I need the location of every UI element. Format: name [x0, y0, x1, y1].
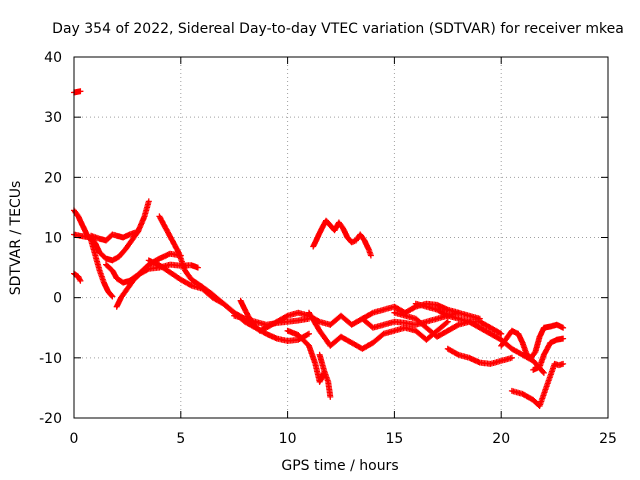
chart-title: Day 354 of 2022, Sidereal Day-to-day VTE…	[52, 21, 624, 37]
x-axis-label: GPS time / hours	[281, 458, 398, 474]
y-axis-label: SDTVAR / TECUs	[8, 181, 24, 296]
series-u	[498, 321, 567, 361]
series-n	[310, 217, 374, 259]
series-k	[237, 297, 334, 334]
y-tick-label: 0	[53, 291, 62, 307]
series-i-markers	[156, 213, 312, 344]
y-tick-label: -20	[39, 411, 62, 427]
series-w	[530, 335, 567, 373]
y-tick-label: 30	[44, 110, 62, 126]
y-tick-labels: -20 -10 0 10 20 30 40	[39, 50, 62, 427]
series-l-markers	[284, 327, 327, 385]
x-tick-label: 0	[70, 431, 79, 447]
series-m-markers	[316, 351, 334, 400]
series-e-markers	[88, 228, 142, 244]
series-w-markers	[530, 335, 567, 373]
x-tick-label: 25	[599, 431, 617, 447]
series-g-markers	[113, 261, 201, 310]
x-tick-label: 10	[279, 431, 297, 447]
series-t	[444, 345, 515, 367]
series-l	[284, 327, 327, 385]
series-m	[316, 351, 334, 400]
series-u-markers	[498, 321, 567, 361]
x-tick-labels: 0 5 10 15 20 25	[70, 431, 617, 447]
series-e	[88, 228, 142, 244]
grid	[74, 57, 608, 418]
y-tick-label: 40	[44, 50, 62, 66]
ticks	[73, 56, 609, 419]
series-k-markers	[237, 297, 334, 334]
x-tick-label: 15	[385, 431, 403, 447]
y-tick-label: 20	[44, 170, 62, 186]
y-tick-label: -10	[39, 351, 62, 367]
series-v	[508, 360, 567, 409]
series-i	[156, 213, 312, 344]
x-tick-label: 20	[492, 431, 510, 447]
series-g	[113, 261, 201, 310]
x-tick-label: 5	[176, 431, 185, 447]
y-tick-label: 10	[44, 231, 62, 247]
series-n-markers	[310, 217, 374, 259]
series-v-markers	[508, 360, 567, 409]
series-t-markers	[444, 345, 515, 367]
